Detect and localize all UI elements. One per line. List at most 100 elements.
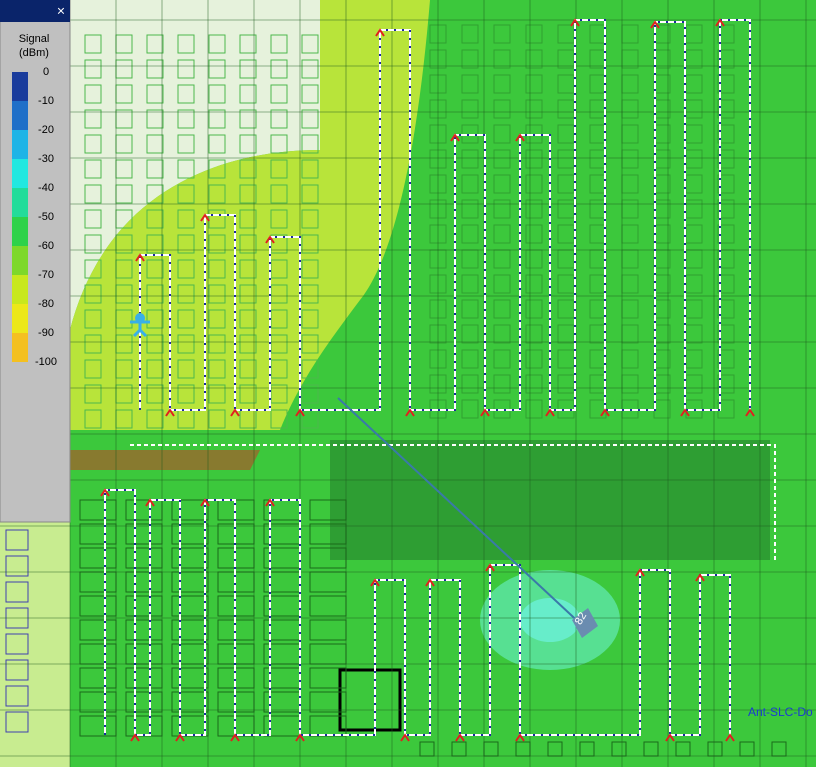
rack [177, 34, 195, 54]
rack [493, 299, 511, 319]
path-arrow [135, 253, 145, 262]
path-arrow [485, 563, 495, 572]
rack [208, 334, 226, 354]
legend-label: 0 [43, 66, 49, 78]
path-arrow [130, 733, 140, 742]
rack [84, 184, 102, 204]
rack [461, 49, 479, 69]
rack [301, 309, 319, 329]
rack [239, 109, 257, 129]
rack [84, 309, 102, 329]
path-arrow [165, 408, 175, 417]
rack [301, 109, 319, 129]
rack [146, 359, 164, 379]
rack [208, 209, 226, 229]
legend-background [0, 0, 71, 523]
legend-swatch [12, 246, 28, 275]
rack [177, 159, 195, 179]
rack [525, 99, 543, 119]
path-arrow [515, 733, 525, 742]
rack [208, 84, 226, 104]
legend-label: -20 [38, 124, 54, 136]
rack [84, 259, 102, 279]
rack [239, 309, 257, 329]
walk-path [100, 18, 776, 742]
rack [301, 259, 319, 279]
path-arrow [400, 733, 410, 742]
path-arrow [725, 733, 735, 742]
legend-swatch [12, 188, 28, 217]
rack [5, 711, 29, 733]
rack [208, 159, 226, 179]
path-arrow [265, 235, 275, 244]
rack [177, 334, 195, 354]
rack [84, 284, 102, 304]
rack [239, 159, 257, 179]
rack [84, 334, 102, 354]
rack [717, 224, 735, 244]
rack [493, 349, 511, 369]
legend-unit: (dBm) [19, 47, 49, 59]
legend-titlebar [0, 0, 70, 22]
rack [5, 659, 29, 681]
path-arrow [545, 408, 555, 417]
strongest-zone [520, 598, 580, 642]
rack [84, 234, 102, 254]
rack [301, 159, 319, 179]
legend-swatch [12, 217, 28, 246]
rack [301, 134, 319, 154]
rack [461, 149, 479, 169]
fair-zone [70, 0, 430, 430]
rack [146, 134, 164, 154]
rack [239, 134, 257, 154]
rack [301, 84, 319, 104]
rack [177, 309, 195, 329]
rack [239, 34, 257, 54]
path-arrow [100, 488, 110, 497]
path-arrow [635, 568, 645, 577]
rack [208, 109, 226, 129]
rack [301, 184, 319, 204]
rack [208, 284, 226, 304]
legend-title: Signal [19, 33, 50, 45]
legend-swatch [12, 333, 28, 362]
rack [717, 374, 735, 394]
rack [84, 109, 102, 129]
rack [208, 309, 226, 329]
rack [239, 184, 257, 204]
rack [146, 234, 164, 254]
rack [461, 274, 479, 294]
legend-label: -80 [38, 298, 54, 310]
rack [717, 74, 735, 94]
path-arrow [370, 578, 380, 587]
rack [493, 99, 511, 119]
rack [177, 84, 195, 104]
legend-swatch [12, 304, 28, 333]
legend-label: -90 [38, 327, 54, 339]
equipment-area [330, 440, 770, 560]
close-button[interactable]: × [57, 3, 65, 19]
rack [146, 209, 164, 229]
path-arrow [745, 408, 755, 417]
rack [525, 324, 543, 344]
path-arrow [230, 733, 240, 742]
rack [177, 59, 195, 79]
rack [525, 374, 543, 394]
rack [146, 284, 164, 304]
rack [84, 134, 102, 154]
legend-swatch [12, 130, 28, 159]
rack [493, 49, 511, 69]
rack [5, 633, 29, 655]
legend-label: -10 [38, 95, 54, 107]
rack [270, 409, 288, 429]
antenna-label: Ant-SLC-Do [748, 705, 813, 719]
rack [146, 34, 164, 54]
rack [177, 209, 195, 229]
path-arrow [200, 213, 210, 222]
rack [5, 685, 29, 707]
path-dots [139, 19, 751, 411]
wall-band [70, 450, 260, 470]
path-arrow [145, 498, 155, 507]
rack [717, 274, 735, 294]
rack [493, 199, 511, 219]
